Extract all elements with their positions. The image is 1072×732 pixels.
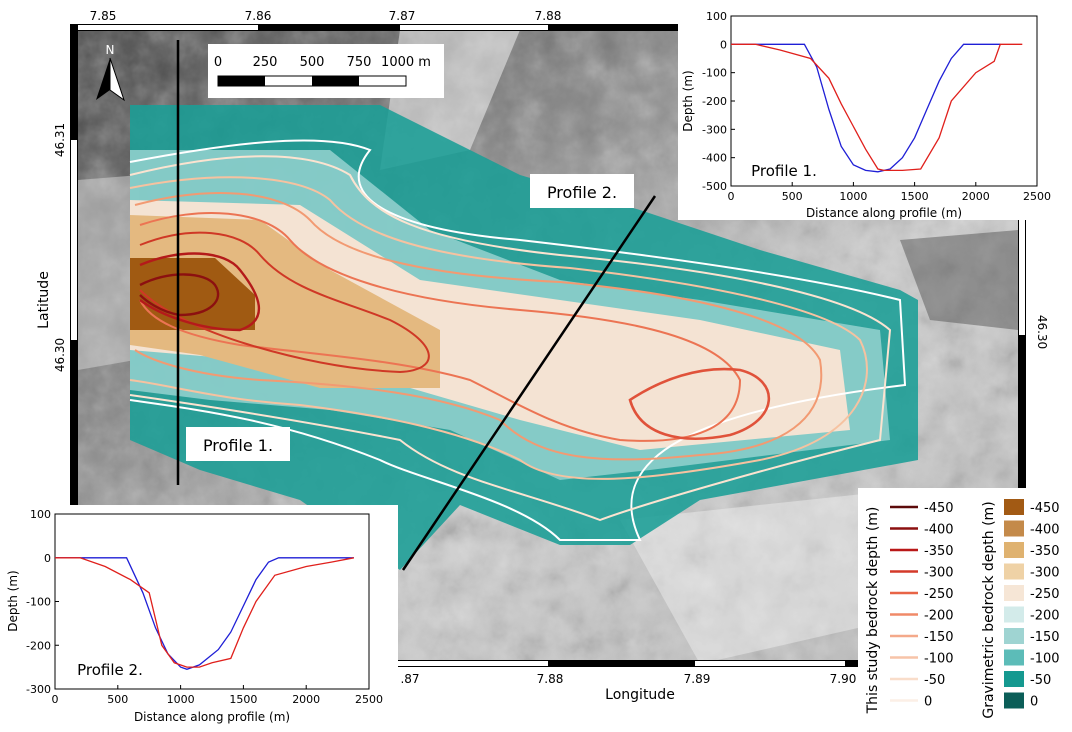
profile-1-xlabel: Distance along profile (m)	[806, 206, 962, 220]
profile-1-x-tick-label: 500	[782, 190, 803, 203]
lat-tick-right: 46.30	[1035, 315, 1049, 349]
lon-tick-top: 7.88	[535, 9, 562, 23]
legend-gravimetric-swatch	[1004, 499, 1024, 515]
profile-2-x-tick-label: 500	[107, 693, 128, 706]
profile-2-x-tick-label: 2000	[292, 693, 320, 706]
legend-contour-label: -450	[924, 501, 954, 516]
lon-tick-bottom: 7.89	[684, 672, 711, 686]
legend-contour-label: -250	[924, 587, 954, 602]
legend-gravimetric-swatch	[1004, 671, 1024, 687]
map-border-ticks	[70, 24, 1026, 667]
profile-1-y-tick-label: -200	[702, 95, 727, 108]
legend-gravimetric-swatch	[1004, 606, 1024, 623]
legend-contour-label: -50	[924, 673, 945, 688]
profile-2-y-tick-label: -100	[26, 596, 51, 609]
profile-1-chart-title: Profile 1.	[751, 162, 817, 180]
profile-2-x-tick-label: 2500	[355, 693, 383, 706]
profile-2-series-gravimetric	[55, 557, 354, 670]
legend-gravimetric-swatch	[1004, 649, 1024, 666]
profile-1-y-tick-label: -400	[702, 152, 727, 165]
profile-2-chart-title: Profile 2.	[77, 661, 143, 679]
legend-contour-label: 0	[924, 695, 932, 710]
scale-label: 1000 m	[381, 55, 431, 70]
profile-1-ylabel: Depth (m)	[681, 70, 695, 131]
profile-2-label: Profile 2.	[530, 174, 634, 208]
profile-1-y-tick-label: 100	[706, 10, 727, 23]
lon-tick-top: 7.86	[245, 9, 272, 23]
scale-label: 750	[347, 55, 372, 70]
lat-tick: 46.30	[53, 338, 67, 372]
profile-1-y-tick-label: -500	[702, 180, 727, 193]
profile-2-x-tick-label: 1500	[229, 693, 257, 706]
profile-2-line	[401, 195, 657, 571]
lon-tick-bottom: 7.90	[830, 672, 857, 686]
scale-label: 250	[253, 55, 278, 70]
profile-1-x-tick-label: 1000	[839, 190, 867, 203]
legend-gravimetric-label: -400	[1030, 523, 1060, 538]
profile-1-series-this-study	[731, 43, 1023, 172]
profile-2-ylabel: Depth (m)	[6, 570, 20, 631]
legend-gravimetric-label: 0	[1030, 695, 1038, 710]
profile-1-x-tick-label: 1500	[901, 190, 929, 203]
bedrock-depth-contours	[129, 139, 907, 541]
legend-gravimetric-label: -50	[1030, 673, 1051, 688]
profile-2-series-this-study	[55, 557, 355, 668]
profile-1-y-tick-label: -300	[702, 123, 727, 136]
scale-label: 500	[300, 55, 325, 70]
legend-gravimetric-swatch	[1004, 542, 1024, 558]
legend-gravimetric-label: -200	[1030, 609, 1060, 624]
legend-gravimetric-label: -450	[1030, 501, 1060, 516]
profile-2-x-tick-label: 0	[52, 693, 59, 706]
legend-contour-label: -300	[924, 566, 954, 581]
lon-tick-bottom: 7.88	[537, 672, 564, 686]
legend-gravimetric-label: -250	[1030, 587, 1060, 602]
legend-contour-label: -200	[924, 609, 954, 624]
legend-contour-label: -350	[924, 544, 954, 559]
north-arrow-icon: N	[96, 43, 125, 102]
y-axis-label: Latitude	[36, 271, 52, 329]
legend-contour-label: -400	[924, 523, 954, 538]
profile-1-x-tick-label: 0	[728, 190, 735, 203]
legend-gravimetric-label: -100	[1030, 652, 1060, 667]
lon-tick-top: 7.87	[389, 9, 416, 23]
legend-gravimetric-label: -150	[1030, 630, 1060, 645]
legend-gravimetric-swatch	[1004, 628, 1024, 644]
svg-text:Profile 2.: Profile 2.	[547, 183, 617, 202]
profile-2-x-tick-label: 1000	[167, 693, 195, 706]
legend-gravimetric-label: -350	[1030, 544, 1060, 559]
lat-tick: 46.31	[53, 123, 67, 157]
profile-1-y-tick-label: 0	[720, 38, 727, 51]
lon-tick-top: 7.85	[90, 9, 117, 23]
legend-gravimetric-swatch	[1004, 520, 1024, 537]
legend: This study bedrock depth (m) Gravimetric…	[858, 488, 1072, 732]
legend-gravimetric-swatch	[1004, 563, 1024, 580]
legend-gravimetric-swatch	[1004, 585, 1024, 601]
profile-1-chart: 0 500 1000 1500 2000 25001000-100-200-300-400…	[678, 0, 1072, 220]
legend-contour-label: -150	[924, 630, 954, 645]
profile-1-label: Profile 1.	[186, 427, 290, 461]
profile-2-y-tick-label: -200	[26, 639, 51, 652]
profile-1-y-tick-label: -100	[702, 67, 727, 80]
scale-bar: 0 250 500 750 1000 m	[208, 44, 444, 98]
legend-gravimetric-swatch	[1004, 692, 1024, 709]
lon-tick-bottom: .87	[400, 672, 419, 686]
legend-gravimetric-label: -300	[1030, 566, 1060, 581]
profile-2-xlabel: Distance along profile (m)	[134, 710, 290, 724]
legend-contour-title: This study bedrock depth (m)	[865, 507, 881, 715]
legend-gravimetric-title: Gravimetric bedrock depth (m)	[981, 501, 997, 718]
scale-label: 0	[214, 55, 222, 70]
profile-1-x-tick-label: 2000	[962, 190, 990, 203]
legend-contour-label: -100	[924, 652, 954, 667]
profile-2-y-tick-label: 100	[30, 508, 51, 521]
profile-2-y-tick-label: -300	[26, 683, 51, 696]
x-axis-label: Longitude	[605, 687, 675, 703]
svg-text:Profile 1.: Profile 1.	[203, 436, 273, 455]
profile-2-y-tick-label: 0	[44, 552, 51, 565]
north-label: N	[106, 43, 115, 57]
profile-1-x-tick-label: 2500	[1023, 190, 1051, 203]
